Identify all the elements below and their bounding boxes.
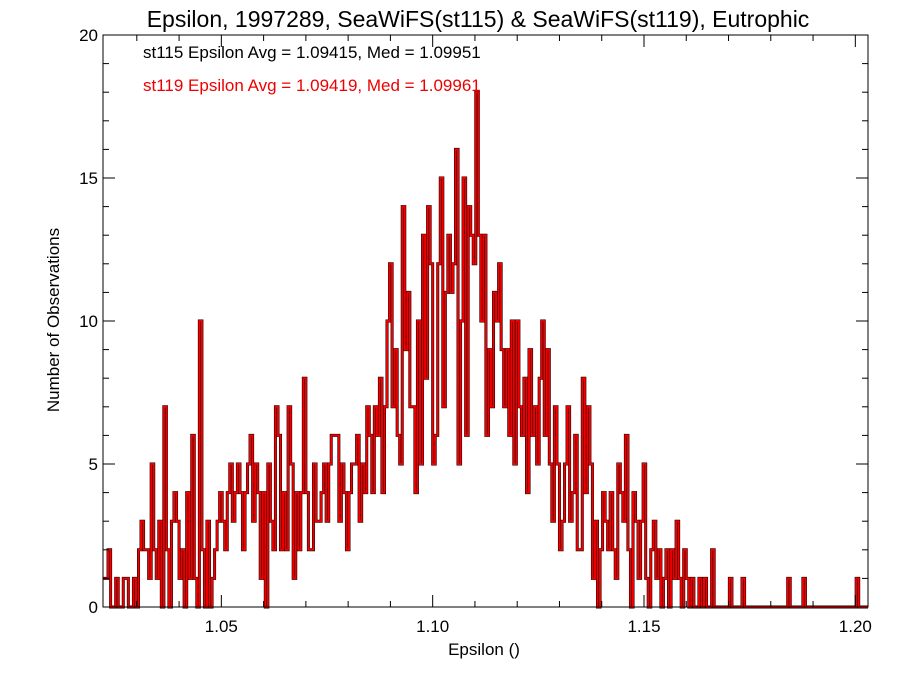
y-tick-label: 0 (89, 598, 98, 617)
x-tick-label: 1.15 (627, 617, 660, 636)
x-tick-label: 1.10 (416, 617, 449, 636)
series-st119-line (103, 91, 868, 608)
y-tick-label: 15 (79, 169, 98, 188)
plot-area: 1.05 1.10 1.15 1.20 0 5 10 15 20 (79, 26, 872, 636)
legend-st115: st115 Epsilon Avg = 1.09415, Med = 1.099… (143, 43, 481, 62)
x-axis-label: Epsilon () (448, 640, 520, 659)
series-layer (103, 90, 868, 609)
y-axis-label: Number of Observations (44, 228, 63, 412)
axes-layer: 1.05 1.10 1.15 1.20 0 5 10 15 20 (79, 26, 872, 636)
legend-st119: st119 Epsilon Avg = 1.09419, Med = 1.099… (143, 76, 481, 95)
y-tick-label: 10 (79, 312, 98, 331)
x-tick-label: 1.05 (205, 617, 238, 636)
x-tick-label: 1.20 (839, 617, 872, 636)
chart-title: Epsilon, 1997289, SeaWiFS(st115) & SeaWi… (147, 6, 810, 32)
y-tick-label: 5 (89, 455, 98, 474)
y-tick-label: 20 (79, 26, 98, 45)
